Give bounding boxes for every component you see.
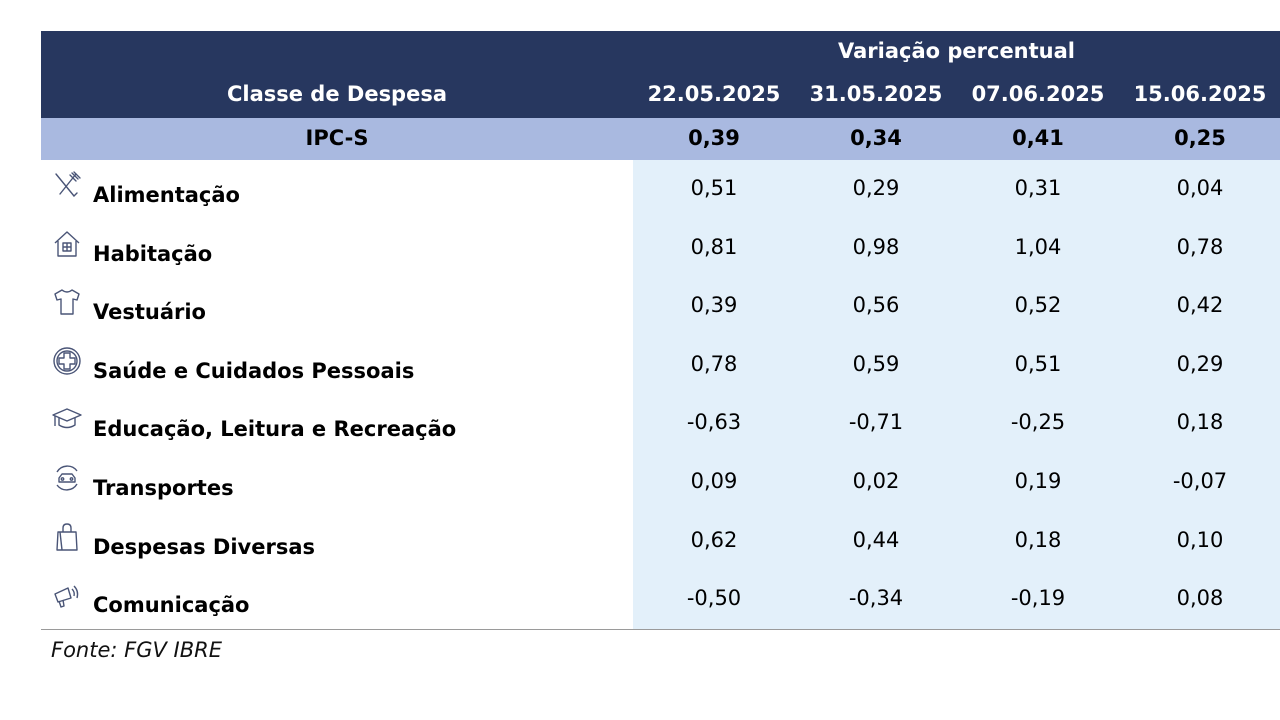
table-cell: -0,34 [848,586,904,611]
table-header: Variação percentual Classe de Despesa 22… [41,31,1280,118]
summary-label: IPC-S [305,126,369,150]
table-row: Saúde e Cuidados Pessoais 0,78 0,59 0,51… [41,336,1280,395]
table-cell: 0,39 [690,293,738,318]
class-column-header: Classe de Despesa [226,82,448,106]
table-row: Despesas Diversas 0,62 0,44 0,18 0,10 [41,512,1280,571]
table-cell: 0,10 [1176,527,1224,552]
table-cell: 0,02 [852,469,900,493]
table-cell: 0,18 [1176,410,1224,435]
values-background [633,160,1280,629]
group-title: Variação percentual [838,39,1075,63]
table-cell: 0,78 [1176,234,1224,259]
table-cell: 0,19 [1014,469,1062,493]
expense-class-label: Habitação [93,241,213,266]
table-cell: 0,44 [852,527,900,552]
table-cell: -0,19 [1010,586,1066,611]
table-cell: -0,50 [686,586,742,611]
summary-value: 0,25 [1174,126,1226,150]
table-cell: 0,62 [690,527,738,552]
table-cell: 0,51 [1014,351,1062,376]
shopping-bag-icon [52,522,82,552]
table-cell: 0,78 [690,351,738,376]
expense-class-label: Alimentação [93,183,240,207]
table-row: Comunicação -0,50 -0,34 -0,19 0,08 [41,570,1280,629]
expense-class-label: Transportes [93,476,234,500]
table-cell: 1,04 [1014,234,1062,259]
table-cell: -0,07 [1172,469,1228,493]
table-cell: 0,08 [1176,586,1224,611]
table-cell: 0,98 [852,234,900,259]
table-cell: -0,63 [686,410,742,435]
expense-class-label: Vestuário [93,300,206,325]
table-cell: 0,09 [690,469,738,493]
table-row: Transportes 0,09 0,02 0,19 -0,07 [41,453,1280,512]
table-cell: -0,25 [1010,410,1066,435]
table-body: Alimentação 0,51 0,29 0,31 0,04 Habitaçã… [41,160,1280,629]
expense-class-label: Educação, Leitura e Recreação [93,417,457,442]
table-cell: 0,52 [1014,293,1062,318]
table-row: Educação, Leitura e Recreação -0,63 -0,7… [41,394,1280,453]
table-cell: 0,31 [1014,176,1062,200]
table-cell: 0,56 [852,293,900,318]
source-note: Fonte: FGV IBRE [51,638,222,662]
table-cell: 0,29 [852,176,900,200]
car-icon [52,463,82,493]
expense-class-label: Saúde e Cuidados Pessoais [93,358,415,383]
house-icon [52,229,82,259]
table-row: Habitação 0,81 0,98 1,04 0,78 [41,219,1280,278]
table-bottom-border [41,629,1280,630]
table-cell: 0,29 [1176,351,1224,376]
table-cell: 0,81 [690,234,738,259]
summary-value: 0,34 [850,126,902,150]
tshirt-icon [52,287,82,317]
table-row: Vestuário 0,39 0,56 0,52 0,42 [41,277,1280,336]
date-header: 15.06.2025 [1133,82,1267,106]
table-cell: 0,42 [1176,293,1224,318]
summary-value: 0,39 [688,126,740,150]
table-cell: 0,18 [1014,527,1062,552]
expense-class-label: Despesas Diversas [93,534,316,559]
table-cell: -0,71 [848,410,904,435]
summary-row: IPC-S 0,39 0,34 0,41 0,25 [41,118,1280,160]
inflation-table: Variação percentual Classe de Despesa 22… [41,31,1280,662]
table-cell: 0,04 [1176,176,1224,200]
graduation-cap-icon [52,404,82,434]
date-header: 07.06.2025 [971,82,1105,106]
table-row: Alimentação 0,51 0,29 0,31 0,04 [41,160,1280,219]
date-header: 31.05.2025 [809,82,943,106]
date-header: 22.05.2025 [647,82,781,106]
expense-class-label: Comunicação [93,593,250,618]
medical-cross-icon [52,346,82,376]
table-cell: 0,59 [852,351,900,376]
fork-knife-icon [52,170,82,200]
megaphone-icon [52,580,82,610]
table-cell: 0,51 [690,176,738,200]
summary-value: 0,41 [1012,126,1064,150]
